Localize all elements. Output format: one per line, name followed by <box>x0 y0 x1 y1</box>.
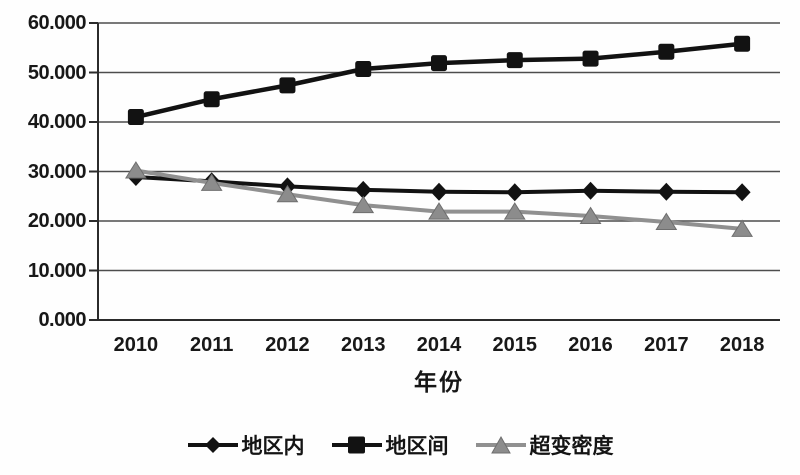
triangle-marker-icon <box>475 435 526 454</box>
legend-item-between-region: 地区间 <box>331 430 449 460</box>
legend: 地区内 地区间 超变密度 <box>0 430 800 460</box>
legend-item-transvariation: 超变密度 <box>475 430 614 460</box>
data-point-square <box>431 55 447 72</box>
data-point-square <box>734 35 751 52</box>
x-tick-label: 2014 <box>416 334 462 356</box>
data-point-diamond <box>657 182 675 201</box>
data-point-triangle <box>579 206 602 225</box>
data-point-square <box>658 43 675 60</box>
x-tick-label: 2013 <box>340 334 386 356</box>
data-point-triangle <box>503 202 526 220</box>
data-point-diamond <box>733 183 751 202</box>
data-point-triangle <box>428 202 450 220</box>
diamond-marker-icon <box>187 437 238 453</box>
y-tick-label: 50.000 <box>27 61 87 84</box>
legend-label: 地区间 <box>385 435 449 458</box>
data-point-triangle <box>352 195 375 214</box>
data-point-diamond <box>582 181 600 200</box>
data-point-triangle <box>276 184 299 203</box>
legend-label: 超变密度 <box>529 435 614 458</box>
data-point-triangle <box>200 173 223 191</box>
data-point-diamond <box>430 182 448 201</box>
legend-label: 地区内 <box>241 435 305 458</box>
y-tick-label: 60.000 <box>27 12 87 34</box>
data-point-square <box>203 91 220 108</box>
series-line-地区间 <box>135 41 743 120</box>
y-tick-label: 20.000 <box>27 210 87 232</box>
y-tick-label: 30.000 <box>27 160 87 183</box>
data-point-triangle <box>731 219 754 237</box>
data-point-triangle <box>124 161 147 179</box>
data-point-triangle <box>655 212 678 230</box>
data-point-square <box>355 61 372 78</box>
x-axis-title: 年份 <box>414 369 464 395</box>
x-tick-label: 2011 <box>189 334 234 356</box>
x-tick-label: 2018 <box>719 334 765 356</box>
y-tick-label: 0.000 <box>38 309 86 331</box>
legend-item-within-region: 地区内 <box>187 430 305 460</box>
data-point-square <box>127 109 144 126</box>
data-point-diamond <box>354 180 372 199</box>
data-point-diamond <box>506 183 524 202</box>
data-point-square <box>582 50 599 67</box>
x-tick-label: 2017 <box>644 334 689 356</box>
x-tick-label: 2015 <box>492 334 538 356</box>
square-marker-icon <box>331 436 382 454</box>
data-point-square <box>506 52 523 69</box>
y-tick-label: 10.000 <box>27 259 87 282</box>
x-tick-label: 2010 <box>113 334 159 356</box>
data-point-square <box>279 77 296 94</box>
x-tick-label: 2016 <box>568 334 613 356</box>
y-tick-label: 40.000 <box>27 111 87 133</box>
x-tick-label: 2012 <box>265 334 310 356</box>
